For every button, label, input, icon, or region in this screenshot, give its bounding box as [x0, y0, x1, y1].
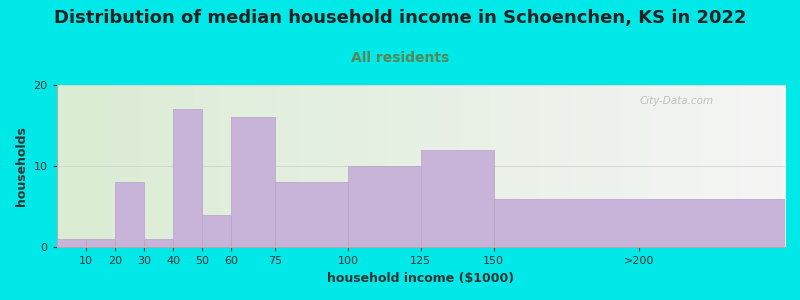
Bar: [115, 182, 144, 248]
Bar: [144, 239, 174, 247]
Y-axis label: households: households: [15, 126, 28, 206]
Bar: [57, 239, 86, 247]
Bar: [202, 215, 231, 247]
Bar: [86, 239, 115, 247]
Bar: [231, 118, 275, 248]
Text: City-Data.com: City-Data.com: [639, 96, 714, 106]
Text: All residents: All residents: [351, 51, 449, 65]
X-axis label: household income ($1000): household income ($1000): [327, 272, 514, 285]
Bar: [348, 166, 421, 248]
Bar: [494, 199, 785, 248]
Bar: [421, 150, 494, 248]
Text: Distribution of median household income in Schoenchen, KS in 2022: Distribution of median household income …: [54, 9, 746, 27]
Bar: [174, 110, 202, 248]
Bar: [275, 182, 348, 248]
